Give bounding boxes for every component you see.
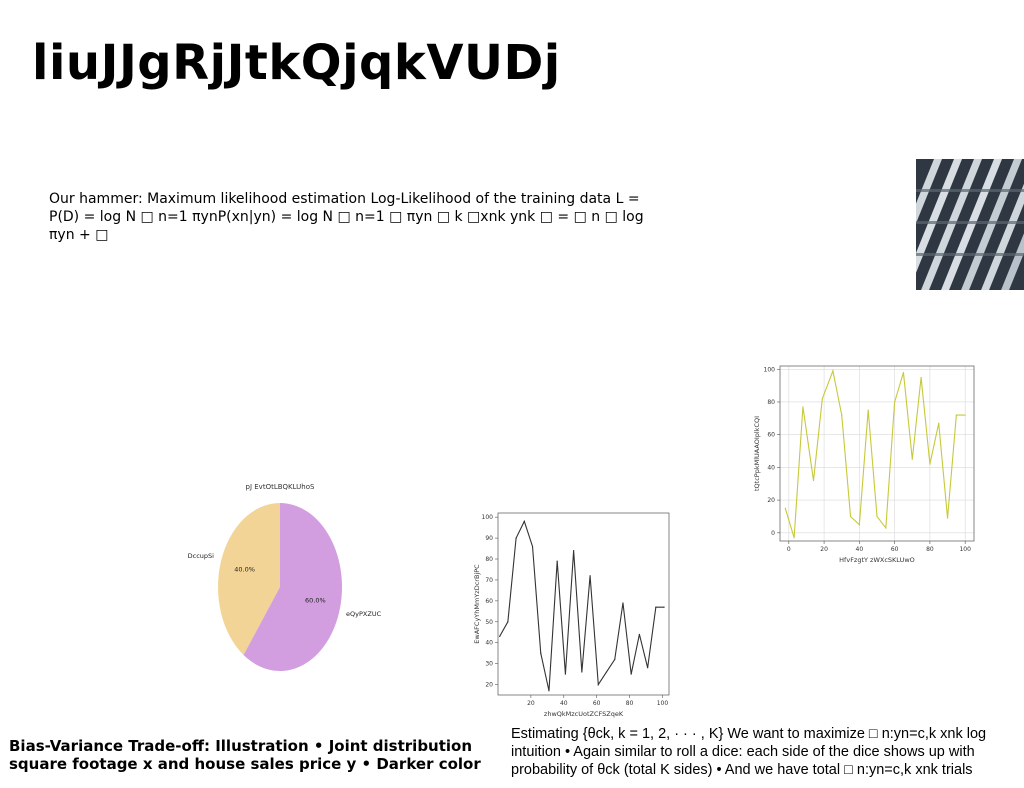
line2-xtick-label: 0: [787, 546, 791, 553]
line1-point: [647, 667, 649, 669]
line2-point: [802, 406, 804, 408]
line1-ytick-label: 60: [485, 598, 493, 605]
line1-xtick-label: 60: [593, 700, 601, 707]
line1-point: [630, 673, 632, 675]
pie-pct-label: 40.0%: [234, 565, 255, 573]
line-chart-1: 20 40 60 80 100 20 30 40 50 60 70 80 90 100 zhwQkMzcUo…: [470, 505, 680, 724]
line1-point: [638, 633, 641, 635]
body-paragraph: Our hammer: Maximum likelihood estimatio…: [49, 191, 644, 243]
line1-ytick-label: 90: [485, 535, 493, 542]
line1-ytick-label: 100: [482, 514, 494, 521]
line2-ytick-label: 100: [764, 366, 776, 373]
line1-ytick-label: 40: [485, 640, 493, 647]
line1-xtick-label: 20: [527, 700, 535, 707]
bottom-right-text: Estimating {θck, k = 1, 2, · · · , K} We…: [511, 726, 987, 778]
line1-xlabel: zhwQkMzcUotZCFSZqeK: [544, 710, 624, 718]
line2-point: [894, 401, 896, 403]
pie-category-label: eQyPXZUC: [346, 610, 382, 618]
line2-frame: [779, 365, 975, 542]
line1-ylabel: EwAFCyYhMmYzDcrBjPC: [473, 564, 481, 644]
line2-point: [793, 537, 795, 539]
pie-pct-label: 60.0%: [305, 597, 326, 605]
line1-point: [523, 520, 525, 522]
line1-ytick-label: 30: [485, 661, 493, 668]
bottom-right-caption: Estimating {θck, k = 1, 2, · · · , K} We…: [511, 725, 1024, 783]
line2-point: [885, 527, 887, 529]
line1-point: [663, 606, 665, 608]
line1-ytick-label: 70: [485, 577, 493, 584]
line1-point: [548, 690, 550, 692]
line1-point: [515, 537, 517, 539]
line1-point: [499, 635, 501, 638]
line2-point: [784, 507, 786, 509]
line1-point: [581, 671, 583, 673]
line2-ylabel: tQtcPpkMlUAAOIplkCQI: [753, 416, 761, 491]
line2-xtick-label: 20: [820, 546, 828, 553]
line2-ytick-label: 0: [771, 530, 775, 537]
line2-point: [876, 515, 878, 518]
line1-ytick-label: 50: [485, 619, 493, 626]
line1-xtick-label: 100: [657, 700, 669, 707]
line2-xlabel: HfvFzgtY zWXcSKLUwO: [839, 556, 915, 564]
line2-point: [832, 370, 834, 372]
line2-point: [955, 414, 957, 416]
line1-ytick-label: 20: [485, 682, 493, 689]
line2-point: [812, 479, 815, 482]
slide-title: liuJJgRjJtkQjqkVUDj: [32, 35, 561, 91]
line2-point: [964, 414, 966, 416]
pie-chart: pJ EvtOtLBQKLUhoS 40.0% DccupSi 60.0% eQyPX…: [185, 475, 385, 679]
line1-point: [605, 671, 608, 673]
line-chart-2: 0 20 40 60 80 100 0 20 40 60 80 100 HfvFzgtY zWXcSKL…: [750, 360, 985, 574]
line1-point: [589, 575, 591, 577]
bottom-left-text: Bias-Variance Trade-off: Illustration • …: [9, 737, 481, 773]
line2-ytick-label: 20: [767, 497, 775, 504]
line2-ytick-label: 60: [767, 432, 775, 439]
line1-ytick-label: 80: [485, 556, 493, 563]
pie-slice: [243, 503, 342, 671]
line2-ytick-label: 80: [767, 399, 775, 406]
line1-point: [573, 550, 575, 552]
line1-point: [614, 658, 616, 661]
line2-point: [902, 371, 905, 374]
line1-point: [507, 621, 509, 623]
line2-series-line: [784, 368, 966, 538]
pie-category-label: DccupSi: [188, 552, 215, 560]
building-photo-drawing: [916, 159, 1024, 290]
line2-point: [920, 376, 922, 379]
line1-xtick-label: 40: [560, 700, 568, 707]
line1-point: [540, 652, 542, 654]
line2-point: [938, 422, 940, 424]
line2-point: [929, 463, 931, 465]
line2-point: [821, 398, 823, 400]
line1-point: [655, 606, 657, 608]
line2-point: [946, 517, 949, 519]
line2-xtick-label: 100: [959, 546, 971, 553]
building-photo: [916, 159, 1024, 290]
line1-series-line: [499, 519, 665, 691]
bottom-left-caption: Bias-Variance Trade-off: Illustration • …: [9, 737, 509, 777]
pie-title: pJ EvtOtLBQKLUhoS: [246, 483, 315, 491]
line1-point: [622, 602, 624, 604]
line2-ytick-label: 40: [767, 464, 775, 471]
line2-xtick-label: 40: [856, 546, 864, 553]
line1-frame: [497, 512, 670, 696]
pie-slice: [218, 503, 280, 655]
line2-point: [867, 409, 869, 411]
line2-xtick-label: 80: [926, 546, 934, 553]
line2-xtick-label: 60: [891, 546, 899, 553]
line1-xtick-label: 80: [626, 700, 634, 707]
line2-point: [849, 515, 852, 518]
line1-point: [597, 683, 599, 686]
line1-point: [556, 560, 558, 562]
line2-point: [841, 414, 843, 416]
line2-point: [858, 524, 860, 526]
line2-point: [911, 458, 913, 460]
line1-point: [564, 673, 567, 675]
line1-point: [531, 545, 534, 548]
